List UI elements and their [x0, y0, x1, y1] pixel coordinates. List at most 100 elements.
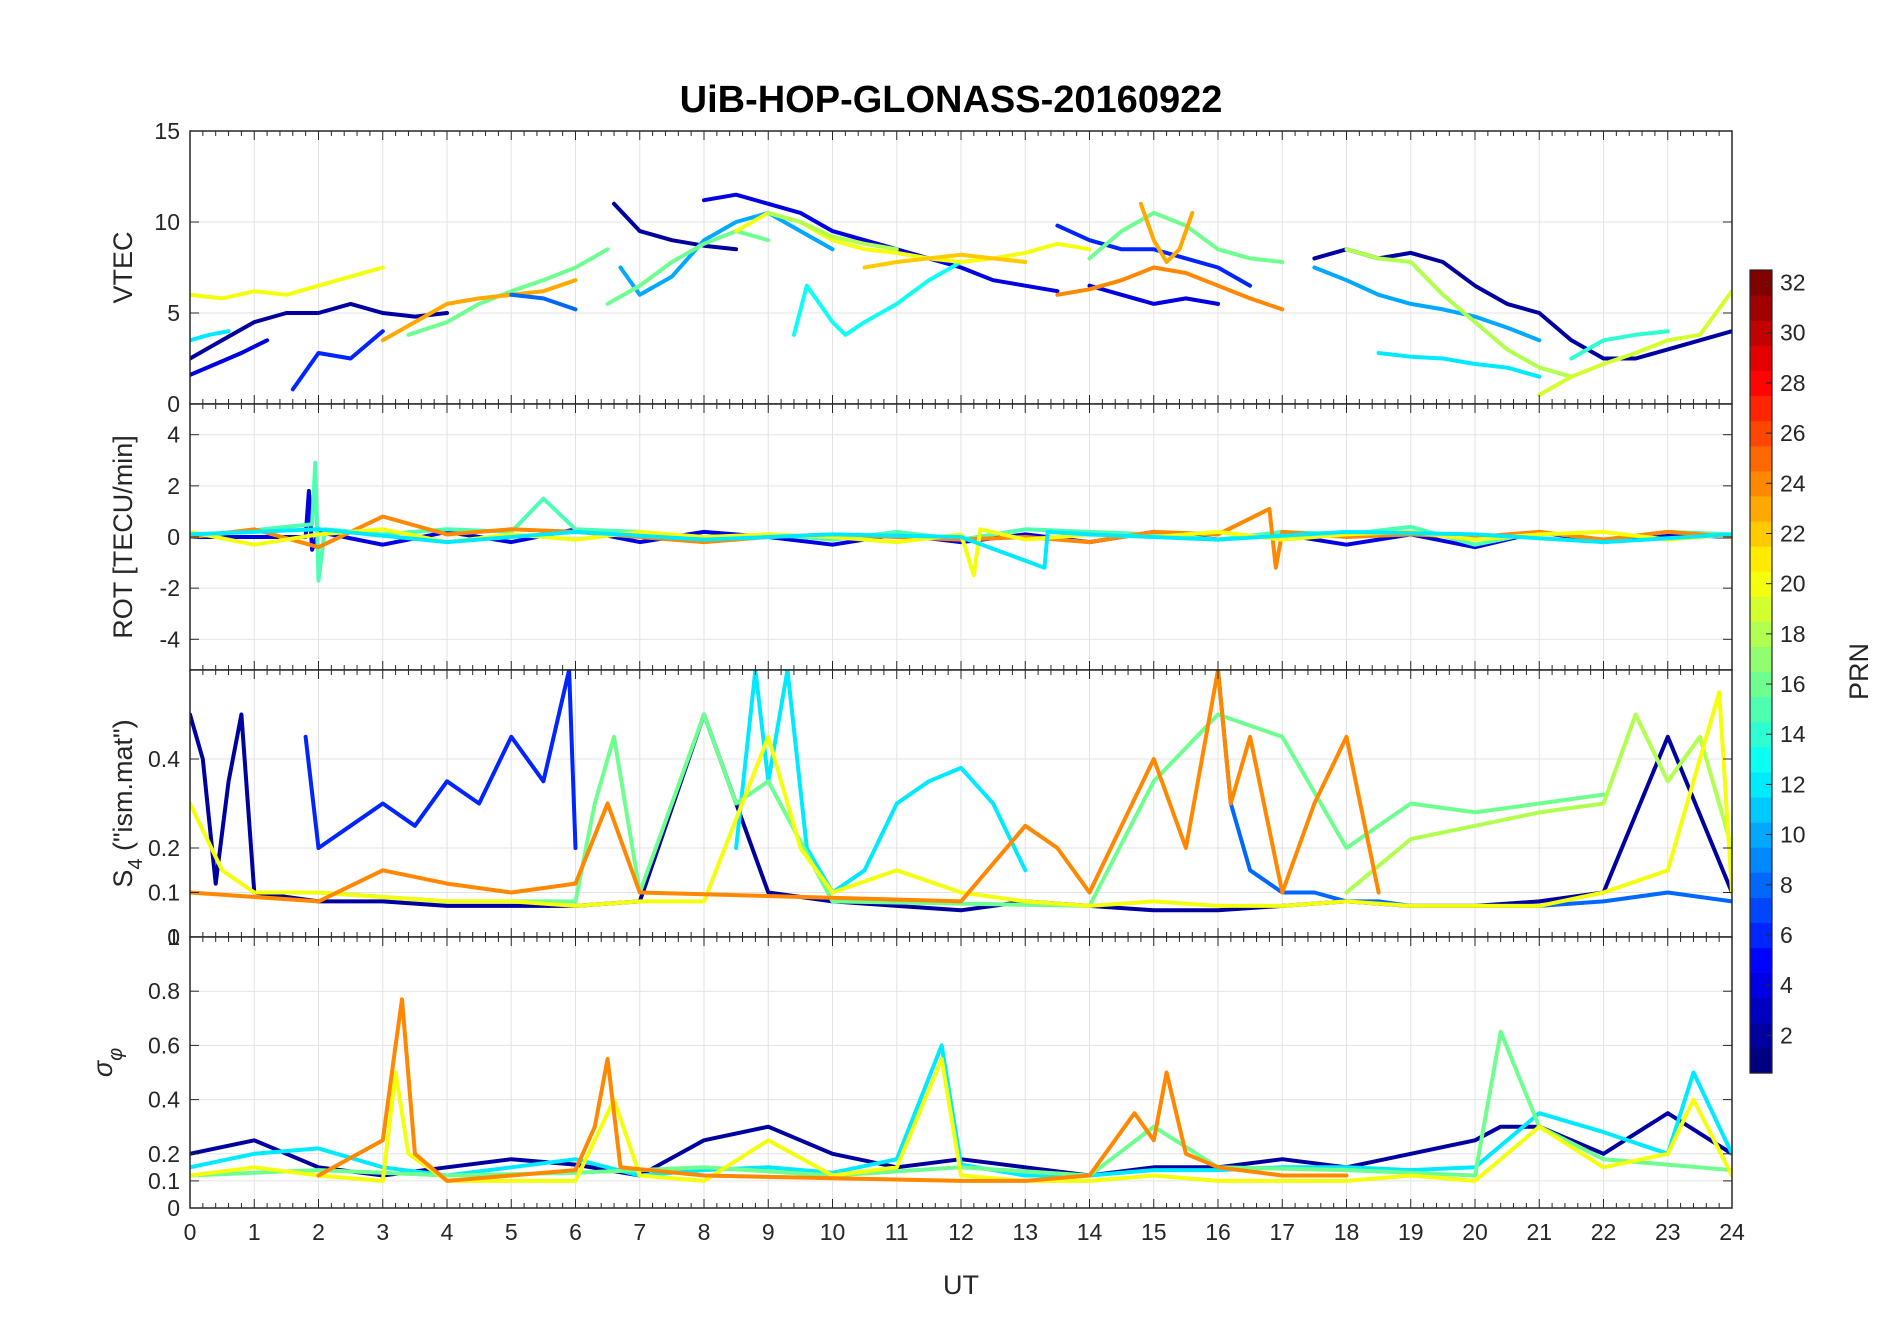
colorbar-cell [1750, 947, 1772, 974]
series-line-prn-20 [190, 690, 1732, 908]
colorbar-cell [1750, 997, 1772, 1024]
y-axis-label: ROT [TECU/min] [108, 435, 138, 639]
x-tick-label: 20 [1462, 1219, 1488, 1245]
y-tick-label: 1 [167, 924, 180, 950]
colorbar-cell [1750, 370, 1772, 397]
x-tick-label: 3 [376, 1219, 389, 1245]
colorbar-tick-label: 18 [1780, 621, 1806, 647]
colorbar-cell [1750, 746, 1772, 773]
colorbar-cell [1750, 420, 1772, 447]
x-tick-label: 9 [762, 1219, 775, 1245]
series-line-prn-24 [190, 670, 1381, 904]
colorbar-tick-label: 4 [1780, 972, 1793, 998]
y-tick-label: 2 [167, 473, 180, 499]
x-tick-label: 8 [698, 1219, 711, 1245]
x-tick-label: 0 [184, 1219, 197, 1245]
x-tick-label: 10 [820, 1219, 846, 1245]
y-tick-label: 0 [167, 1195, 180, 1221]
colorbar-cell [1750, 445, 1772, 472]
series-group [190, 670, 1732, 913]
x-tick-label: 7 [633, 1219, 646, 1245]
colorbar-tick-label: 6 [1780, 922, 1793, 948]
y-tick-label: 10 [154, 209, 180, 235]
x-tick-label: 2 [312, 1219, 325, 1245]
colorbar-cell [1750, 470, 1772, 497]
series-line-prn-10 [618, 210, 835, 297]
colorbar-tick-label: 32 [1780, 270, 1806, 296]
series-line-prn-20 [190, 1057, 1732, 1183]
colorbar-cell [1750, 1022, 1772, 1049]
y-tick-label: 0.8 [148, 978, 180, 1004]
colorbar-cell [1750, 520, 1772, 547]
colorbar-tick-label: 24 [1780, 470, 1806, 496]
colorbar-tick-label: 26 [1780, 420, 1806, 446]
y-tick-label: 0.2 [148, 835, 180, 861]
colorbar-tick-label: 28 [1780, 370, 1806, 396]
x-tick-label: 5 [505, 1219, 518, 1245]
x-tick-label: 13 [1012, 1219, 1038, 1245]
colorbar-cell [1750, 596, 1772, 622]
colorbar-cell [1750, 345, 1772, 371]
x-tick-label: 24 [1719, 1219, 1745, 1245]
colorbar-tick-label: 12 [1780, 771, 1806, 797]
colorbar-tick-label: 8 [1780, 872, 1793, 898]
series-line-prn-4 [190, 338, 270, 377]
series-line-prn-16 [605, 229, 771, 306]
series-group [190, 192, 1732, 397]
y-tick-label: -2 [160, 575, 180, 601]
y-tick-label: -4 [160, 626, 181, 652]
x-tick-label: 16 [1205, 1219, 1231, 1245]
series-line-prn-2 [190, 1111, 1732, 1178]
x-tick-label: 18 [1334, 1219, 1360, 1245]
x-tick-label: 1 [248, 1219, 261, 1245]
colorbar-tick-label: 22 [1780, 520, 1806, 546]
colorbar-tick-label: 10 [1780, 822, 1806, 848]
colorbar-tick-label: 30 [1780, 320, 1806, 346]
y-tick-label: 0.1 [148, 1168, 180, 1194]
series-line-prn-22 [862, 252, 1028, 270]
series-line-prn-24 [316, 997, 1349, 1183]
x-tick-label: 17 [1269, 1219, 1295, 1245]
y-axis-label: S4 ("ism.mat") [108, 719, 147, 887]
series-line-prn-6 [1055, 223, 1253, 288]
colorbar-cell [1750, 546, 1772, 572]
colorbar-cell [1750, 721, 1772, 748]
y-tick-label: 0 [167, 924, 180, 950]
series-line-prn-8 [509, 292, 578, 312]
colorbar-frame [1749, 269, 1773, 1074]
colorbar-cell [1750, 972, 1772, 999]
x-tick-label: 14 [1077, 1219, 1103, 1245]
x-axis-label: UT [943, 1270, 979, 1300]
series-line-prn-8 [1216, 670, 1732, 908]
series-line-prn-18 [766, 210, 899, 252]
colorbar-cell [1750, 897, 1772, 924]
panel-rot: -4 -2 0 2 4 ROT [TECU/min] [108, 403, 1733, 671]
series-line-prn-20 [190, 265, 385, 301]
colorbar-tick-label: 16 [1780, 671, 1806, 697]
x-tick-label: 4 [441, 1219, 454, 1245]
y-tick-label: 0.4 [148, 1087, 180, 1113]
series-line-prn-12 [1376, 351, 1542, 379]
series-line-prn-18 [1344, 712, 1732, 895]
colorbar-cell [1750, 270, 1772, 296]
colorbar-cell [1750, 671, 1772, 698]
colorbar-tick-label: 14 [1780, 721, 1806, 747]
x-tick-label: 23 [1655, 1219, 1681, 1245]
y-tick-label: 5 [167, 300, 180, 326]
y-tick-label: 0 [167, 524, 180, 550]
colorbar-cell [1750, 696, 1772, 723]
colorbar-cell [1750, 922, 1772, 949]
y-axis-label: VTEC [108, 231, 138, 303]
series-group [190, 460, 1732, 583]
y-tick-label: 0.2 [148, 1141, 180, 1167]
series-line-prn-19 [1537, 289, 1732, 397]
colorbar-cell [1750, 872, 1772, 898]
series-line-prn-18 [1344, 247, 1574, 379]
colorbar-cell [1750, 822, 1772, 848]
series-line-prn-6 [303, 670, 578, 850]
x-tick-label: 6 [569, 1219, 582, 1245]
